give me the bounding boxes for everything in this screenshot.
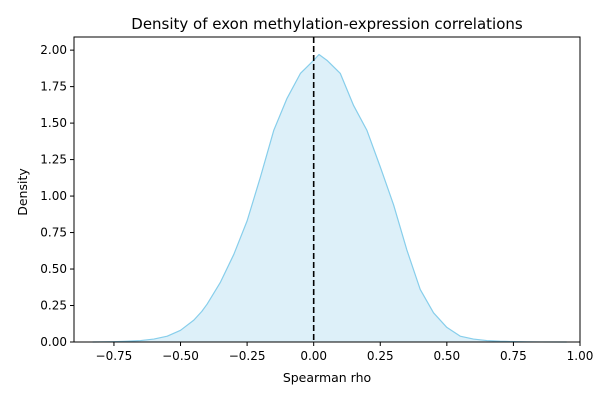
y-tick-label: 0.50 xyxy=(40,262,67,276)
x-tick-label: −0.25 xyxy=(229,349,266,363)
x-tick-label: 1.00 xyxy=(567,349,594,363)
x-tick-label: 0.50 xyxy=(433,349,460,363)
plot-frame xyxy=(73,36,581,343)
y-tick-label: 2.00 xyxy=(40,43,67,57)
y-tick-label: 0.25 xyxy=(40,299,67,313)
x-tick-label: 0.25 xyxy=(367,349,394,363)
x-tick-label: −0.75 xyxy=(96,349,133,363)
y-tick-label: 0.00 xyxy=(40,335,67,349)
y-tick-label: 1.50 xyxy=(40,116,67,130)
density-curve-line xyxy=(92,53,567,343)
y-tick-label: 0.75 xyxy=(40,226,67,240)
x-axis-label: Spearman rho xyxy=(283,370,371,385)
y-tick-label: 1.75 xyxy=(40,80,67,94)
x-tick-label: 0.75 xyxy=(500,349,527,363)
y-tick-label: 1.25 xyxy=(40,153,67,167)
y-tick-label: 1.00 xyxy=(40,189,67,203)
y-axis-label: Density xyxy=(15,168,30,216)
x-tick-label: −0.50 xyxy=(162,349,199,363)
density-area-fill xyxy=(92,54,567,342)
x-tick-label: 0.00 xyxy=(300,349,327,363)
chart-title: Density of exon methylation-expression c… xyxy=(131,15,523,33)
